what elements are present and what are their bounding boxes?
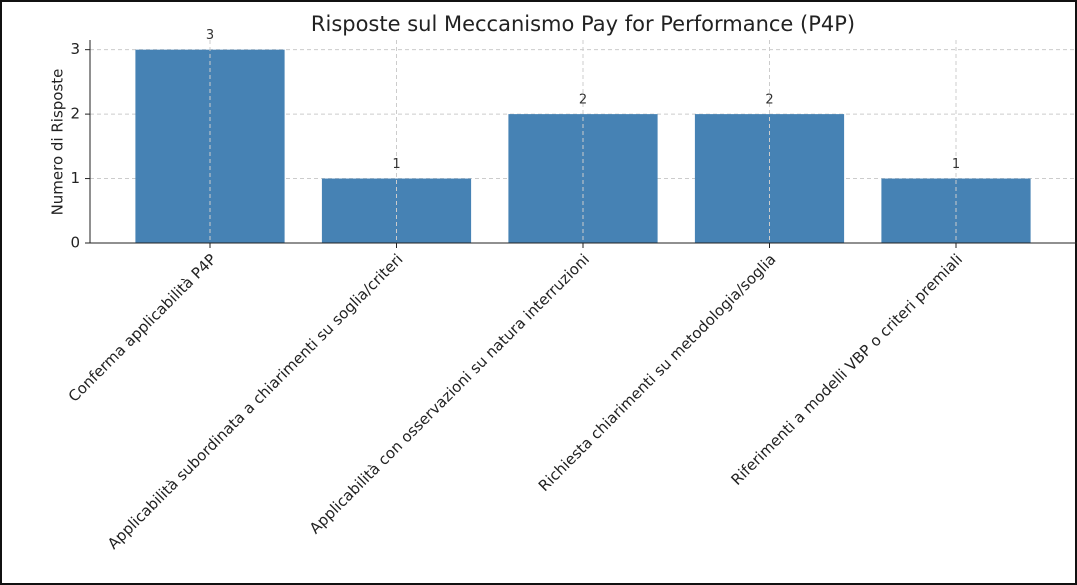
value-label: 3 [206,28,214,43]
y-tick-label: 1 [70,169,80,187]
y-tick-label: 3 [70,40,80,58]
y-tick-label: 0 [70,234,80,252]
value-label: 1 [952,157,960,172]
y-axis-label: Numero di Risposte [49,69,67,216]
bar [508,114,658,243]
value-label: 2 [765,93,773,108]
bar [694,114,845,243]
value-label: 2 [579,93,587,108]
y-tick-label: 2 [70,105,80,123]
value-label: 1 [392,157,400,172]
chart-title: Risposte sul Meccanismo Pay for Performa… [311,12,855,36]
